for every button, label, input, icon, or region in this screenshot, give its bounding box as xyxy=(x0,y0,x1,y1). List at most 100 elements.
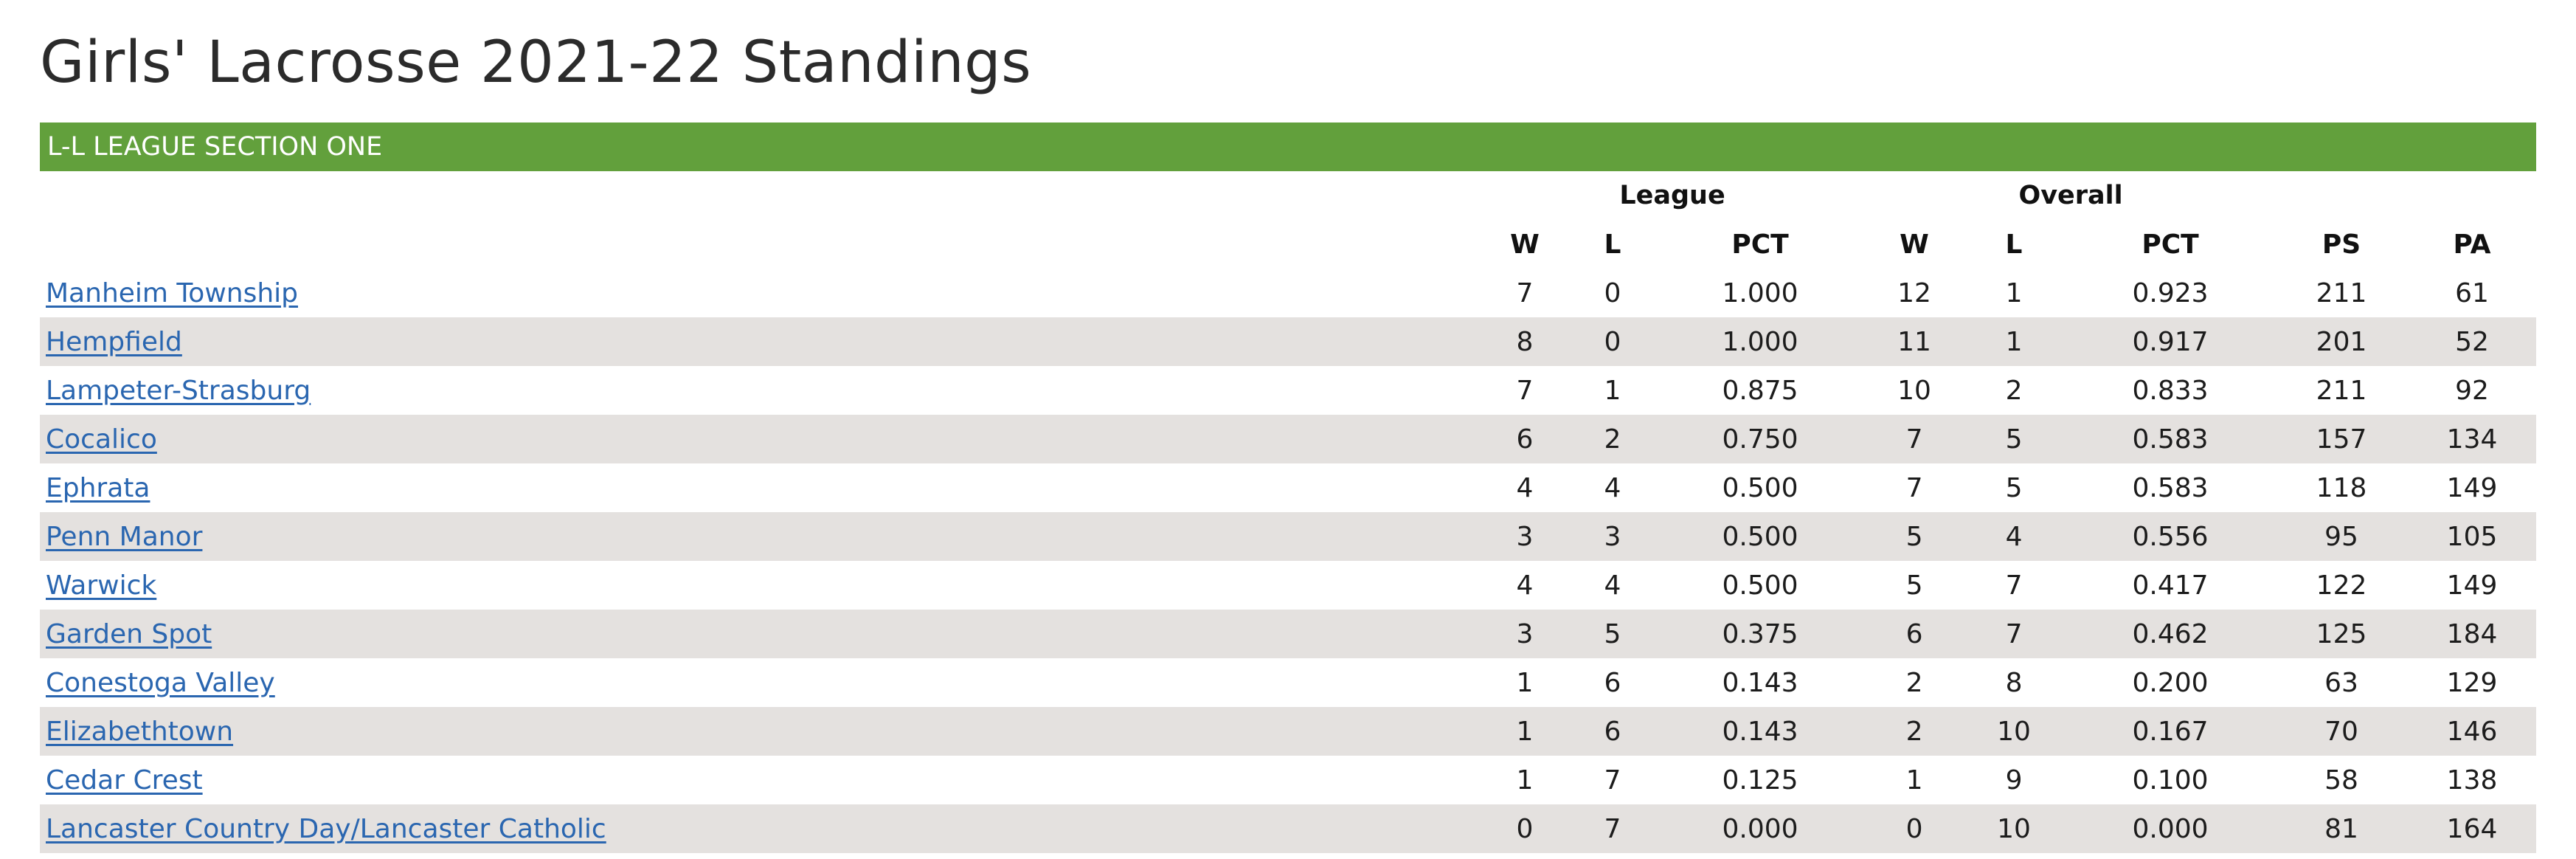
league-losses-cell: 7 xyxy=(1604,813,1621,844)
team-cell: Cedar Crest xyxy=(40,756,1478,804)
overall-wins-cell: 2 xyxy=(1905,716,1923,747)
league-losses-cell: 6 xyxy=(1604,716,1621,747)
overall-losses-cell: 5 xyxy=(2005,472,2023,503)
team-link[interactable]: Cedar Crest xyxy=(46,765,203,796)
table-row: Elizabethtown 1 6 0.143 2 10 0.167 70 146 xyxy=(40,707,2537,756)
overall-pct-cell: 0.923 xyxy=(2132,277,2209,308)
overall-pct-cell: 0.583 xyxy=(2132,424,2209,455)
overall-wins-cell: 1 xyxy=(1905,765,1923,796)
overall-pct-header: PCT xyxy=(2142,229,2199,260)
points-against-cell: 184 xyxy=(2446,618,2498,649)
overall-losses-cell: 5 xyxy=(2005,424,2023,455)
team-link[interactable]: Warwick xyxy=(46,570,157,601)
table-row: Conestoga Valley 1 6 0.143 2 8 0.200 63 129 xyxy=(40,658,2536,707)
overall-pct-cell: 0.200 xyxy=(2132,667,2209,698)
team-link[interactable]: Cocalico xyxy=(46,424,157,455)
team-link[interactable]: Lampeter-Strasburg xyxy=(46,375,311,406)
team-link[interactable]: Ephrata xyxy=(46,472,150,503)
team-cell: Conestoga Valley xyxy=(40,658,1478,707)
team-cell: Warwick xyxy=(40,561,1478,610)
overall-wins-cell: 0 xyxy=(1905,813,1923,844)
overall-losses-cell: 10 xyxy=(1997,813,2031,844)
league-wins-cell: 4 xyxy=(1516,570,1534,601)
table-row: Lancaster Country Day/Lancaster Catholic… xyxy=(40,804,2537,853)
table-row: Warwick 4 4 0.500 5 7 0.417 122 149 xyxy=(40,561,2536,610)
overall-wins-cell: 7 xyxy=(1905,472,1923,503)
league-wins-cell: 1 xyxy=(1516,716,1534,747)
overall-losses-cell: 4 xyxy=(2005,521,2023,552)
points-against-cell: 92 xyxy=(2455,375,2489,406)
team-link[interactable]: Lancaster Country Day/Lancaster Catholic xyxy=(46,813,606,844)
overall-pct-cell: 0.462 xyxy=(2132,618,2209,649)
standings-body: Manheim Township 7 0 1.000 12 1 0.923 211 61 Hemp… xyxy=(40,269,2537,853)
points-scored-cell: 201 xyxy=(2316,326,2367,357)
overall-losses-cell: 7 xyxy=(2005,618,2023,649)
points-against-cell: 52 xyxy=(2455,326,2489,357)
points-scored-cell: 70 xyxy=(2324,716,2358,747)
points-against-cell: 129 xyxy=(2446,667,2498,698)
column-header-row: W L PCT W L PCT PS PA xyxy=(40,220,2536,269)
overall-losses-cell: 10 xyxy=(1997,716,2031,747)
points-against-cell: 146 xyxy=(2446,716,2498,747)
league-wins-cell: 3 xyxy=(1516,521,1534,552)
league-pct-cell: 0.500 xyxy=(1722,472,1798,503)
team-column-header xyxy=(40,220,1478,269)
overall-wins-cell: 11 xyxy=(1897,326,1931,357)
points-scored-cell: 81 xyxy=(2324,813,2358,844)
points-scored-cell: 211 xyxy=(2316,277,2367,308)
team-link[interactable]: Penn Manor xyxy=(46,521,203,552)
standings-table: League Overall W L PCT W L PCT PS PA Man… xyxy=(40,171,2537,853)
overall-wins-cell: 6 xyxy=(1905,618,1923,649)
team-link[interactable]: Manheim Township xyxy=(46,277,298,308)
team-link[interactable]: Elizabethtown xyxy=(46,716,234,747)
team-cell: Cocalico xyxy=(40,415,1478,463)
overall-losses-cell: 1 xyxy=(2005,277,2023,308)
page-title: Girls' Lacrosse 2021-22 Standings xyxy=(40,30,1032,96)
overall-losses-cell: 2 xyxy=(2005,375,2023,406)
league-pct-cell: 0.500 xyxy=(1722,570,1798,601)
league-pct-cell: 0.125 xyxy=(1722,765,1798,796)
points-scored-header: PS xyxy=(2321,229,2361,260)
against-group-spacer xyxy=(2408,171,2536,220)
points-scored-cell: 95 xyxy=(2324,521,2358,552)
league-pct-header: PCT xyxy=(1731,229,1789,260)
points-scored-cell: 157 xyxy=(2316,424,2367,455)
league-group-header: League xyxy=(1619,181,1725,210)
league-losses-cell: 6 xyxy=(1604,667,1621,698)
overall-pct-cell: 0.417 xyxy=(2132,570,2209,601)
league-pct-cell: 0.000 xyxy=(1722,813,1798,844)
overall-wins-cell: 12 xyxy=(1897,277,1931,308)
team-link[interactable]: Hempfield xyxy=(46,326,182,357)
team-cell: Ephrata xyxy=(40,463,1478,512)
overall-losses-cell: 8 xyxy=(2005,667,2023,698)
team-link[interactable]: Garden Spot xyxy=(46,618,212,649)
overall-group-header: Overall xyxy=(2018,181,2123,210)
points-scored-cell: 125 xyxy=(2316,618,2367,649)
team-cell: Manheim Township xyxy=(40,269,1478,317)
points-against-cell: 149 xyxy=(2446,472,2498,503)
team-cell: Lampeter-Strasburg xyxy=(40,366,1478,415)
team-link[interactable]: Conestoga Valley xyxy=(46,667,275,698)
points-scored-cell: 118 xyxy=(2316,472,2367,503)
overall-losses-cell: 7 xyxy=(2005,570,2023,601)
table-row: Hempfield 8 0 1.000 11 1 0.917 201 52 xyxy=(40,317,2537,366)
points-against-cell: 134 xyxy=(2446,424,2498,455)
table-row: Cocalico 6 2 0.750 7 5 0.583 157 134 xyxy=(40,415,2537,463)
points-group-spacer xyxy=(2275,171,2408,220)
overall-losses-header: L xyxy=(2005,229,2023,260)
points-against-cell: 164 xyxy=(2446,813,2498,844)
league-losses-cell: 0 xyxy=(1604,277,1621,308)
points-against-cell: 105 xyxy=(2446,521,2498,552)
standings-section: L-L LEAGUE SECTION ONE League Overall xyxy=(40,123,2537,853)
table-row: Penn Manor 3 3 0.500 5 4 0.556 95 105 xyxy=(40,512,2537,561)
points-scored-cell: 63 xyxy=(2324,667,2358,698)
league-wins-cell: 1 xyxy=(1516,765,1534,796)
section-header: L-L LEAGUE SECTION ONE xyxy=(40,123,2536,171)
league-wins-cell: 7 xyxy=(1516,277,1534,308)
overall-pct-cell: 0.833 xyxy=(2132,375,2209,406)
league-pct-cell: 0.750 xyxy=(1722,424,1798,455)
table-row: Ephrata 4 4 0.500 7 5 0.583 118 149 xyxy=(40,463,2536,512)
points-against-cell: 149 xyxy=(2446,570,2498,601)
points-scored-cell: 58 xyxy=(2324,765,2358,796)
overall-pct-cell: 0.167 xyxy=(2132,716,2209,747)
